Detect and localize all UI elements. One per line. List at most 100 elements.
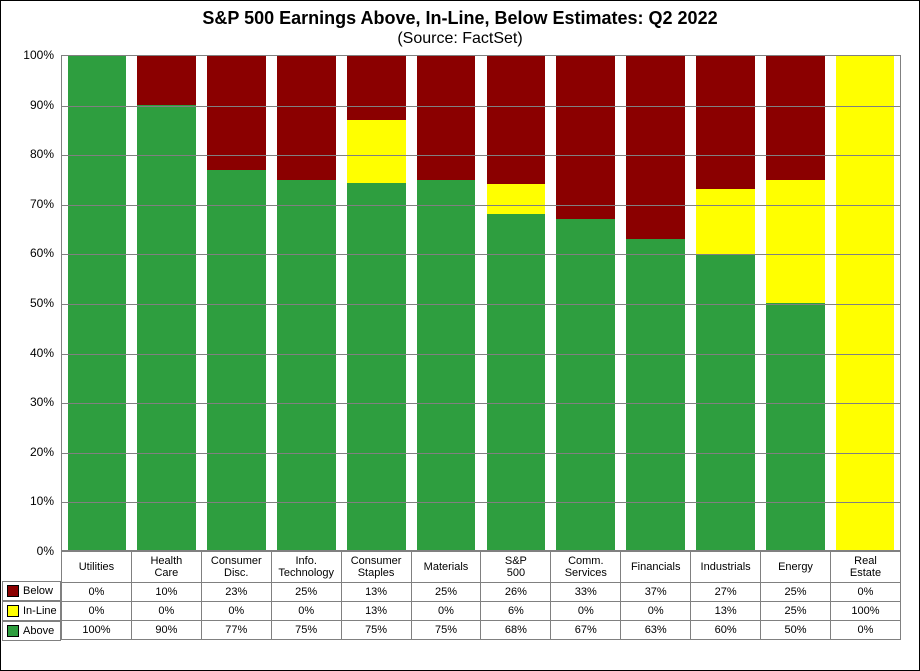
bar-segment-below xyxy=(347,56,406,120)
gridline xyxy=(62,205,900,206)
category-cell: S&P500 xyxy=(481,552,551,583)
bar-segment-below xyxy=(417,56,476,180)
category-cell: ConsumerDisc. xyxy=(201,552,271,583)
legend-label: In-Line xyxy=(23,605,57,617)
category-cell: ConsumerStaples xyxy=(341,552,411,583)
y-axis-tick-label: 100% xyxy=(21,48,54,62)
gridline xyxy=(62,453,900,454)
gridline xyxy=(62,155,900,156)
value-cell: 26% xyxy=(481,583,551,602)
legend-cell-above: Above xyxy=(2,621,61,641)
bar-stack xyxy=(137,56,196,550)
legend-label: Above xyxy=(23,625,54,637)
bars-row xyxy=(62,56,900,550)
legend-label: Below xyxy=(23,585,53,597)
bar-slot xyxy=(551,56,621,550)
y-axis-tick-label: 60% xyxy=(21,246,54,260)
value-cell: 27% xyxy=(691,583,761,602)
chart-title: S&P 500 Earnings Above, In-Line, Below E… xyxy=(1,7,919,29)
y-axis-tick-label: 10% xyxy=(21,494,54,508)
bar-slot xyxy=(830,56,900,550)
value-cell: 13% xyxy=(341,602,411,621)
bar-segment-inline xyxy=(487,184,546,214)
value-cell: 10% xyxy=(131,583,201,602)
y-axis-tick-label: 80% xyxy=(21,147,54,161)
legend-cell-below: Below xyxy=(2,581,61,601)
value-cell: 25% xyxy=(761,583,831,602)
value-cell: 90% xyxy=(131,621,201,640)
chart-frame: S&P 500 Earnings Above, In-Line, Below E… xyxy=(0,0,920,671)
gridline xyxy=(62,106,900,107)
value-cell: 25% xyxy=(411,583,481,602)
gridline xyxy=(62,502,900,503)
category-cell: Utilities xyxy=(62,552,132,583)
bar-stack xyxy=(696,56,755,550)
category-cell: Energy xyxy=(761,552,831,583)
y-axis-tick-label: 0% xyxy=(21,544,54,558)
plot-area xyxy=(61,55,901,551)
bar-slot xyxy=(621,56,691,550)
bar-segment-above xyxy=(68,56,127,550)
value-cell: 0% xyxy=(131,602,201,621)
gridline xyxy=(62,403,900,404)
value-cell: 0% xyxy=(201,602,271,621)
data-table: UtilitiesHealthCareConsumerDisc.Info.Tec… xyxy=(61,551,901,640)
bar-segment-above xyxy=(487,214,546,550)
value-cell: 0% xyxy=(830,621,900,640)
bar-segment-inline xyxy=(347,120,406,184)
bar-stack xyxy=(836,56,895,550)
bar-segment-below xyxy=(137,56,196,105)
bar-stack xyxy=(626,56,685,550)
value-cell: 6% xyxy=(481,602,551,621)
value-cell: 67% xyxy=(551,621,621,640)
bar-slot xyxy=(481,56,551,550)
bar-stack xyxy=(417,56,476,550)
bar-segment-inline xyxy=(696,189,755,253)
category-cell: RealEstate xyxy=(830,552,900,583)
bar-segment-below xyxy=(766,56,825,180)
value-cell: 13% xyxy=(691,602,761,621)
y-axis-tick-label: 50% xyxy=(21,296,54,310)
gridline xyxy=(62,254,900,255)
value-cell: 0% xyxy=(411,602,481,621)
y-axis-tick-label: 20% xyxy=(21,445,54,459)
bar-segment-above xyxy=(137,105,196,550)
bar-slot xyxy=(760,56,830,550)
category-cell: Materials xyxy=(411,552,481,583)
value-cell: 0% xyxy=(271,602,341,621)
bar-segment-below xyxy=(487,56,546,184)
bar-slot xyxy=(271,56,341,550)
category-cell: Info.Technology xyxy=(271,552,341,583)
legend-swatch xyxy=(7,625,19,637)
y-axis-tick-label: 40% xyxy=(21,346,54,360)
bar-stack xyxy=(487,56,546,550)
category-cell: Industrials xyxy=(691,552,761,583)
y-axis-tick-label: 30% xyxy=(21,395,54,409)
value-cell: 75% xyxy=(341,621,411,640)
value-cell: 100% xyxy=(62,621,132,640)
chart-subtitle: (Source: FactSet) xyxy=(1,29,919,49)
bar-stack xyxy=(207,56,266,550)
value-cell: 68% xyxy=(481,621,551,640)
y-axis-tick-label: 90% xyxy=(21,98,54,112)
bar-stack xyxy=(556,56,615,550)
value-cell: 37% xyxy=(621,583,691,602)
gridline xyxy=(62,304,900,305)
category-row: UtilitiesHealthCareConsumerDisc.Info.Tec… xyxy=(62,552,901,583)
legend-cell-inline: In-Line xyxy=(2,601,61,621)
bar-segment-above xyxy=(207,170,266,550)
bar-segment-below xyxy=(626,56,685,239)
category-cell: Comm.Services xyxy=(551,552,621,583)
value-cell: 75% xyxy=(271,621,341,640)
bar-slot xyxy=(690,56,760,550)
bar-segment-below xyxy=(207,56,266,170)
value-cell: 75% xyxy=(411,621,481,640)
bar-stack xyxy=(277,56,336,550)
bar-segment-above xyxy=(417,180,476,551)
value-cell: 50% xyxy=(761,621,831,640)
legend-swatch xyxy=(7,605,19,617)
bar-segment-inline xyxy=(836,56,895,550)
value-row-below: 0%10%23%25%13%25%26%33%37%27%25%0% xyxy=(62,583,901,602)
value-cell: 13% xyxy=(341,583,411,602)
bar-segment-above xyxy=(347,183,406,550)
